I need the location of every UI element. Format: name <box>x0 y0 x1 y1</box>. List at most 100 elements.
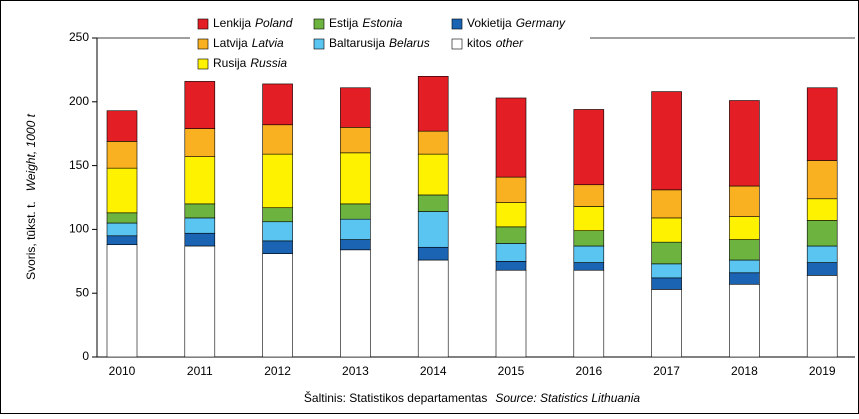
legend-swatch <box>451 38 463 50</box>
legend-label: Vokietija Germany <box>467 16 566 30</box>
bar-segment <box>340 249 371 358</box>
bar-segment <box>806 220 838 247</box>
bar-segment <box>729 283 760 358</box>
bar-segment <box>806 87 838 161</box>
bar-segment <box>495 202 527 228</box>
bar-segment <box>651 263 682 279</box>
bar-segment <box>651 189 682 219</box>
legend-label: Estija Estonia <box>329 16 403 30</box>
y-tick-label: 150 <box>69 158 89 172</box>
legend-label: kitos other <box>467 36 524 50</box>
bar-segment <box>184 81 216 129</box>
bar-segment <box>106 212 138 224</box>
bar-segment <box>651 289 682 358</box>
x-tick-label: 2014 <box>420 364 447 378</box>
bar-segment <box>262 83 293 126</box>
bar-segment <box>417 153 449 196</box>
legend-box <box>190 14 590 76</box>
bar-segment <box>729 185 760 217</box>
bar-segment <box>495 176 527 203</box>
legend-label: Rusija Russia <box>213 56 287 70</box>
bar-segment <box>806 160 838 200</box>
bar-segment <box>495 243 527 262</box>
bar-segment <box>806 262 838 276</box>
bar-segment <box>184 156 216 205</box>
y-label-en: Weight, 1000 t <box>24 113 38 191</box>
bar-segment <box>573 245 605 263</box>
x-tick-label: 2019 <box>809 364 836 378</box>
bar-segment <box>340 87 371 128</box>
bar-segment <box>495 226 527 244</box>
bar-segment <box>340 127 371 154</box>
legend-name-en: Russia <box>250 56 287 70</box>
bar-segment <box>417 75 449 132</box>
source: Šaltinis: Statistikos departamentas Sourc… <box>304 390 640 405</box>
bar-segment <box>417 194 449 212</box>
bar-segment <box>184 128 216 157</box>
bar-segment <box>651 277 682 290</box>
bar-segment <box>184 232 216 247</box>
y-tick-label: 200 <box>69 94 89 108</box>
source-lt: Šaltinis: Statistikos departamentas <box>304 390 487 405</box>
y-tick-label: 0 <box>82 349 89 363</box>
y-axis-label: Svoris, tūkst. t. Weight, 1000 t <box>24 113 38 280</box>
bar-segment <box>729 259 760 274</box>
bar-segment <box>340 203 371 220</box>
x-tick-label: 2017 <box>653 364 680 378</box>
bar-segment <box>806 275 838 358</box>
bar-segment <box>729 100 760 187</box>
bar-segment <box>106 244 138 358</box>
bar-segment <box>262 253 293 358</box>
bar-segment <box>806 245 838 263</box>
bar-segment <box>184 245 216 358</box>
legend-name: Latvija <box>213 36 248 50</box>
legend-swatch <box>197 18 209 30</box>
x-tick-label: 2018 <box>731 364 758 378</box>
bar-segment <box>262 153 293 209</box>
bar-segment <box>262 240 293 254</box>
bar-segment <box>184 203 216 219</box>
legend-swatch <box>313 18 325 30</box>
legend-name-en: Poland <box>255 16 293 30</box>
bar-segment <box>340 152 371 205</box>
bar-segment <box>495 269 527 358</box>
bar-segment <box>184 217 216 234</box>
bar-segment <box>573 230 605 247</box>
legend-name-en: Estonia <box>362 16 402 30</box>
x-tick-label: 2016 <box>575 364 602 378</box>
bar-segment <box>573 184 605 207</box>
legend-name: Estija <box>329 16 359 30</box>
bar-segment <box>106 235 138 246</box>
legend-name: Baltarusija <box>329 36 385 50</box>
bar-segment <box>262 221 293 242</box>
legend-name: kitos <box>467 36 492 50</box>
legend-label: Lenkija Poland <box>213 16 293 30</box>
legend-swatch <box>451 18 463 30</box>
legend-name-en: Germany <box>516 16 566 30</box>
bar-segment <box>417 259 449 358</box>
legend-swatch <box>197 58 209 70</box>
legend-swatch <box>313 38 325 50</box>
bar-segment <box>651 241 682 265</box>
y-tick-label: 250 <box>69 30 89 44</box>
y-tick-label: 50 <box>76 285 90 299</box>
legend-name-en: other <box>496 36 524 50</box>
bar-segment <box>417 130 449 155</box>
legend-name-en: Latvia <box>252 36 284 50</box>
bar-segment <box>573 206 605 231</box>
bar-segment <box>806 198 838 221</box>
bar-segment <box>495 97 527 178</box>
bar-segment <box>262 207 293 223</box>
y-tick-label: 100 <box>69 222 89 236</box>
bar-segment <box>417 211 449 248</box>
legend-label: Latvija Latvia <box>213 36 284 50</box>
bar-segment <box>573 269 605 358</box>
bar-segment <box>729 239 760 261</box>
legend-label: Baltarusija Belarus <box>329 36 430 50</box>
bar-segment <box>340 218 371 240</box>
bar-segment <box>106 141 138 169</box>
x-tick-label: 2015 <box>498 364 525 378</box>
x-tick-label: 2010 <box>109 364 136 378</box>
source-en: Source: Statistics Lithuania <box>495 391 640 405</box>
